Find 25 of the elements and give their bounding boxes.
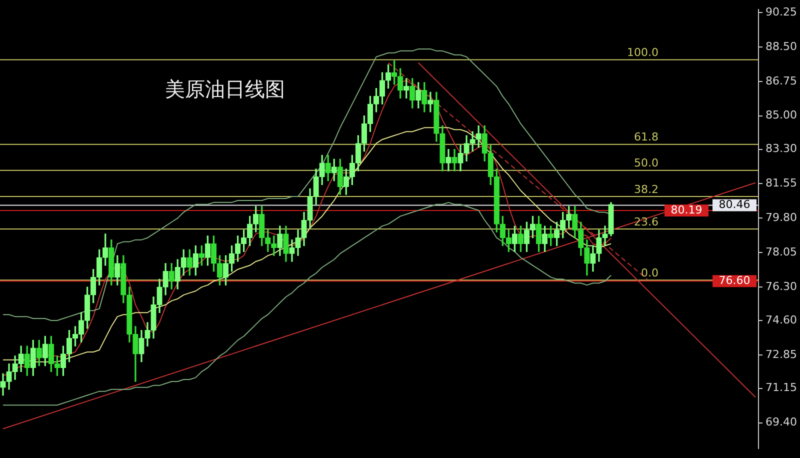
y-tick-label: 72.85 [766,348,798,361]
y-tick-label: 71.15 [766,381,798,394]
candlestick [428,92,434,112]
y-tick-label: 69.40 [766,416,798,429]
annotation: 0.0 [641,266,659,280]
y-tick-label: 78.05 [766,245,798,258]
annotation: 23.6 [634,215,659,228]
y-tick-label: 83.30 [766,142,798,156]
text: 美原油日线图 [165,76,285,103]
y-tick-label: 81.55 [766,176,798,190]
y-tick-label: 88.50 [766,40,798,53]
annotation: 61.8 [634,130,659,144]
annotation: 50.0 [634,156,659,170]
ref-line-label: 80.19 [670,203,702,216]
y-tick-label: 90.25 [766,5,798,18]
annotation: 38.2 [634,182,659,196]
candlestick [470,131,476,152]
y-tick-label: 79.80 [766,211,798,224]
y-tick-label: 76.30 [766,280,798,293]
annotation: 100.0 [627,46,659,60]
ref-line-label: 80.46 [718,198,750,212]
y-tick-label: 86.75 [766,74,798,88]
y-tick-label: 74.60 [766,313,798,326]
ref-line-label: 76.60 [718,274,750,288]
y-tick-label: 85.00 [766,108,798,122]
